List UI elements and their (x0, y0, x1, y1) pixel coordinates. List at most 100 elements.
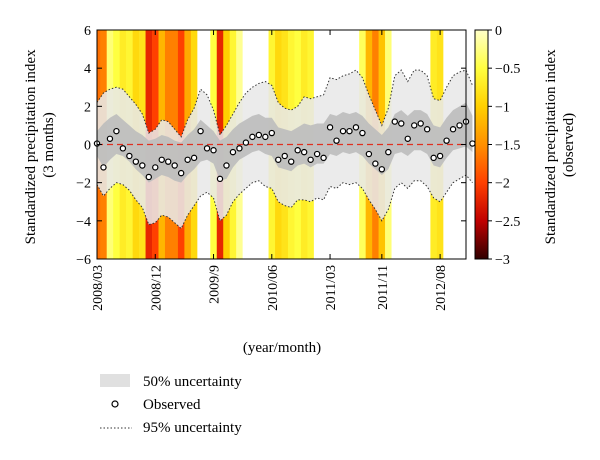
observed-point (288, 158, 295, 165)
observed-point (100, 164, 107, 171)
colorbar-tick-label: −1 (495, 100, 510, 115)
colorbar-tick-label: −2.5 (495, 215, 520, 230)
x-tick-label: 2011/11 (376, 265, 391, 310)
observed-point (294, 147, 301, 154)
observed-point (249, 133, 256, 141)
observed-point (404, 135, 411, 142)
observed-point (346, 127, 353, 135)
observed-point (307, 156, 314, 163)
y-tick-label: 0 (84, 139, 91, 154)
observed-point (165, 158, 172, 165)
observed-point (242, 139, 250, 146)
x-tick-label: 2009/9 (208, 265, 223, 304)
observed-point (262, 133, 269, 141)
observed-point (326, 124, 334, 131)
observed-point (268, 129, 275, 137)
observed-point (190, 154, 198, 162)
y-tick-label: 4 (84, 62, 91, 77)
observed-point (119, 145, 127, 152)
colorbar-tick-label: −3 (495, 253, 510, 268)
observed-point (139, 162, 146, 169)
lower-95-line (96, 174, 473, 230)
y-axis-ticks: 6 4 2 0 −2 −4 −6 (76, 24, 466, 268)
observed-point (177, 169, 185, 177)
observed-point (385, 148, 392, 156)
observed-point (391, 118, 398, 125)
observed-point (313, 150, 321, 158)
observed-point (236, 145, 243, 152)
observed-point (152, 164, 159, 171)
observed-point (229, 148, 237, 156)
observed-point (456, 122, 463, 129)
observed-point (216, 175, 224, 183)
x-axis-title: (year/month) (243, 340, 321, 356)
observed-point (106, 135, 114, 142)
observed-point (430, 154, 437, 162)
observed-point (223, 162, 230, 169)
x-tick-label: 2010/06 (266, 265, 281, 311)
legend: 50% uncertainty Observed 95% uncertainty (100, 374, 242, 436)
observed-point (333, 137, 340, 144)
observed-point (378, 166, 386, 173)
colorbar-title-line-2: (observed) (561, 113, 577, 177)
legend-95-label: 95% uncertainty (143, 420, 242, 436)
colorbar-tick-label: −0.5 (495, 62, 520, 77)
observed-point (145, 173, 152, 181)
y-tick-label: 6 (84, 24, 91, 39)
observed-point (359, 129, 366, 137)
colorbar-title-line-1: Standardized precipitation index (543, 49, 559, 244)
upper-95-line (96, 69, 473, 138)
legend-observed-marker (111, 400, 119, 408)
y-tick-label: −4 (76, 215, 91, 230)
y-axis-title-line-2: (3 months) (41, 112, 57, 177)
observed-point (469, 140, 476, 147)
observed-point (281, 152, 288, 160)
observed-points (93, 118, 476, 183)
x-tick-label: 2011/03 (324, 265, 339, 310)
observed-point (197, 127, 204, 135)
y-tick-label: −6 (76, 253, 91, 268)
y-axis-title-line-1: Standardized precipitation index (23, 49, 39, 244)
observed-point (423, 126, 431, 133)
observed-point (417, 120, 424, 127)
observed-point (203, 145, 211, 152)
colorbar-tick-label: 0 (495, 24, 502, 39)
legend-50-swatch (100, 374, 130, 387)
observed-point (132, 158, 140, 165)
x-tick-label: 2008/03 (91, 265, 106, 311)
colorbar-title: Standardized precipitation index (observ… (543, 46, 577, 245)
observed-point (113, 127, 120, 135)
y-axis-title: Standardized precipitation index (3 mont… (23, 46, 57, 245)
colorbar-ticks: 0 −0.5 −1 −1.5 −2 −2.5 −3 (488, 24, 520, 268)
colorbar (474, 29, 489, 260)
observed-point (126, 152, 133, 160)
legend-observed-label: Observed (143, 397, 201, 413)
observed-point (352, 124, 360, 131)
observed-point (339, 127, 347, 135)
observed-point (398, 120, 405, 127)
observed-point (210, 147, 217, 154)
y-tick-label: −2 (76, 177, 91, 192)
observed-point (320, 154, 327, 162)
observed-point (158, 156, 165, 163)
observed-point (449, 126, 457, 133)
observed-point (255, 131, 263, 139)
observed-point (411, 122, 418, 129)
band-50-uncertainty (97, 102, 473, 183)
x-tick-label: 2008/12 (149, 265, 164, 311)
observed-point (365, 150, 373, 158)
x-tick-label: 2012/08 (434, 265, 449, 311)
observed-point (275, 156, 282, 163)
observed-point (184, 156, 191, 163)
observed-point (436, 152, 444, 160)
colorbar-tick-label: −1.5 (495, 139, 520, 154)
y-tick-label: 2 (84, 100, 91, 115)
observed-point (171, 162, 178, 169)
observed-point (372, 160, 379, 167)
colorbar-tick-label: −2 (495, 177, 510, 192)
observed-point (300, 148, 308, 156)
legend-50-label: 50% uncertainty (143, 374, 242, 390)
observed-point (443, 137, 450, 144)
x-axis-ticks: 2008/03 2008/12 2009/9 2010/06 2011/03 2011/1… (91, 30, 449, 311)
